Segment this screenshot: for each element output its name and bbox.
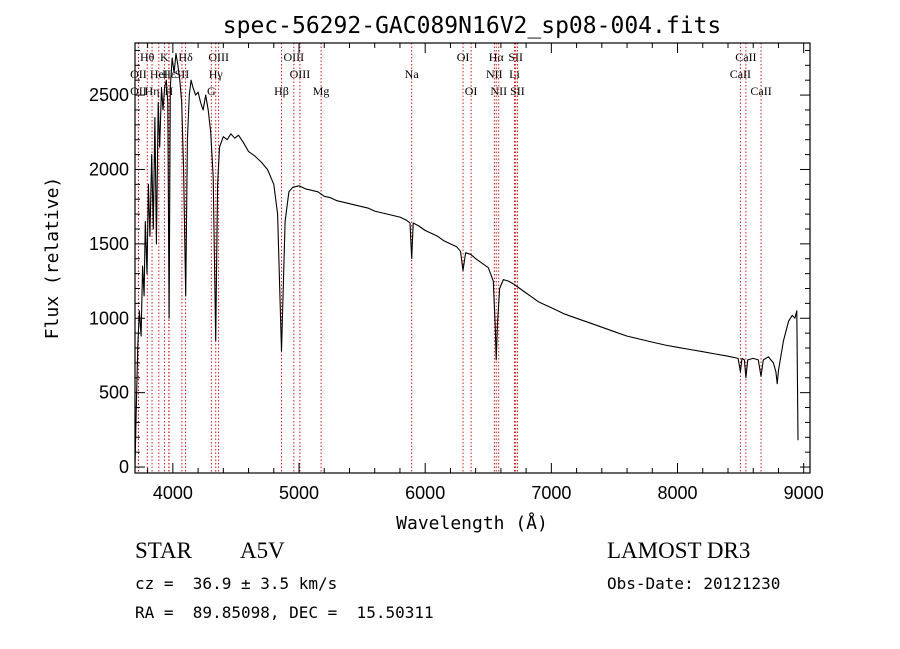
y-tick-label: 500: [99, 383, 129, 403]
obs-date-text: Obs-Date: 20121230: [607, 574, 781, 593]
line-label: OIII: [284, 50, 305, 64]
object-class: STAR: [135, 538, 192, 563]
line-label: Li: [509, 67, 520, 81]
y-tick-label: 2500: [89, 85, 129, 105]
y-tick-label: 0: [119, 457, 129, 477]
x-tick-label: 4000: [153, 483, 193, 503]
line-label: Hε: [162, 67, 176, 81]
line-label: CaII: [750, 84, 771, 98]
spectrum-layer: [134, 52, 799, 468]
line-label: Hα: [489, 50, 505, 64]
line-label: G: [207, 84, 216, 98]
y-axis-label: Flux (relative): [42, 177, 63, 340]
chart-title: spec-56292-GAC089N16V2_sp08-004.fits: [223, 13, 722, 39]
line-label: OI: [457, 50, 470, 64]
line-label: OIII: [208, 50, 229, 64]
line-label: SII: [508, 50, 523, 64]
x-tick-label: 5000: [279, 483, 319, 503]
line-label: HeI: [150, 67, 168, 81]
x-axis-label: Wavelength (Å): [396, 512, 548, 534]
x-axis: 4000 5000 6000 7000 8000 9000: [147, 43, 824, 503]
line-label: OII: [130, 67, 147, 81]
y-tick-label: 1500: [89, 234, 129, 254]
line-label: OI: [465, 84, 478, 98]
redshift-text: cz = 36.9 ± 3.5 km/s: [135, 574, 338, 593]
line-label: Na: [405, 67, 420, 81]
line-label: NII: [486, 67, 503, 81]
x-tick-label: 8000: [657, 483, 697, 503]
line-label: Hδ: [178, 50, 193, 64]
y-axis: 0 500 1000 1500 2000 2500: [89, 49, 810, 477]
x-tick-label: 6000: [405, 483, 445, 503]
x-tick-label: 9000: [784, 483, 824, 503]
line-label: NII: [490, 84, 507, 98]
line-label: H: [164, 84, 173, 98]
line-label: OII: [130, 84, 147, 98]
line-label: SII: [510, 84, 525, 98]
line-label: OIII: [290, 67, 311, 81]
spectrum-series-0: [134, 52, 799, 468]
line-label: Hγ: [209, 67, 224, 81]
y-tick-label: 2000: [89, 159, 129, 179]
coordinates-text: RA = 89.85098, DEC = 15.50311: [135, 603, 434, 622]
line-label: Hβ: [274, 84, 289, 98]
line-label: K: [160, 50, 169, 64]
line-label: CaII: [730, 67, 751, 81]
line-label: Hη: [145, 84, 160, 98]
line-label: CaII: [735, 50, 756, 64]
plot-frame: [134, 42, 811, 474]
line-label: SII: [175, 67, 190, 81]
y-tick-label: 1000: [89, 308, 129, 328]
survey-name: LAMOST DR3: [607, 538, 751, 563]
line-label: Hθ: [140, 50, 155, 64]
object-subclass: A5V: [240, 538, 285, 563]
line-label: Mg: [313, 84, 330, 98]
x-tick-label: 7000: [531, 483, 571, 503]
